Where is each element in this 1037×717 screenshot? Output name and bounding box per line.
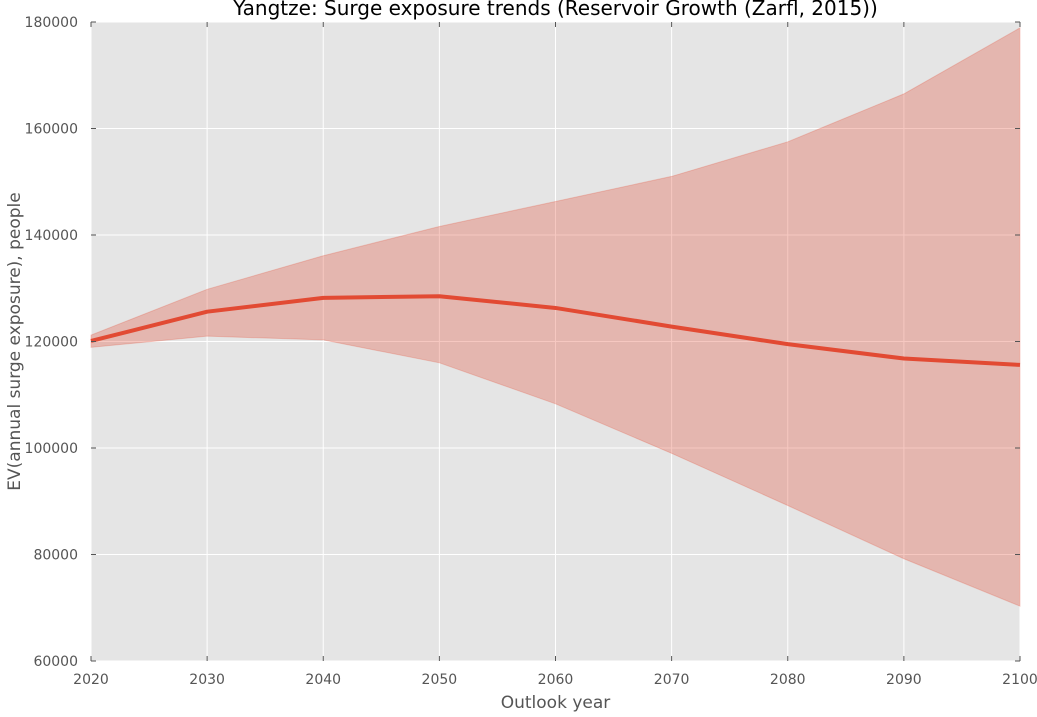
y-tick-label: 140000 <box>25 228 78 244</box>
uncertainty-band-layer <box>90 26 1021 607</box>
uncertainty-band <box>90 26 1021 607</box>
y-tick-label: 80000 <box>33 548 78 564</box>
tick-labels: 2020 2030 2040 2050 2060 2070 2080 2090 2100 6000… <box>25 15 1037 688</box>
series-line <box>90 294 1021 367</box>
x-axis-title: Outlook year <box>501 693 611 712</box>
x-tick-label: 2050 <box>422 672 458 688</box>
x-tick-label: 2080 <box>770 672 806 688</box>
y-tick-label: 120000 <box>25 335 78 351</box>
y-tick-label: 180000 <box>25 15 78 31</box>
y-tick-label: 100000 <box>25 441 78 457</box>
x-tick-label: 2090 <box>886 672 922 688</box>
series-layer <box>90 294 1021 367</box>
x-tick-label: 2070 <box>654 672 690 688</box>
y-axis-title: EV(annual surge exposure), people <box>5 192 25 490</box>
axis-ticks <box>90 21 1021 662</box>
y-tick-label: 160000 <box>25 122 78 138</box>
chart-title: Yangtze: Surge exposure trends (Reservoi… <box>232 0 878 20</box>
x-tick-label: 2020 <box>73 672 109 688</box>
x-tick-label: 2040 <box>305 672 341 688</box>
x-tick-label: 2100 <box>1002 672 1037 688</box>
x-tick-label: 2060 <box>538 672 574 688</box>
y-tick-label: 60000 <box>33 654 78 670</box>
x-tick-label: 2030 <box>189 672 225 688</box>
